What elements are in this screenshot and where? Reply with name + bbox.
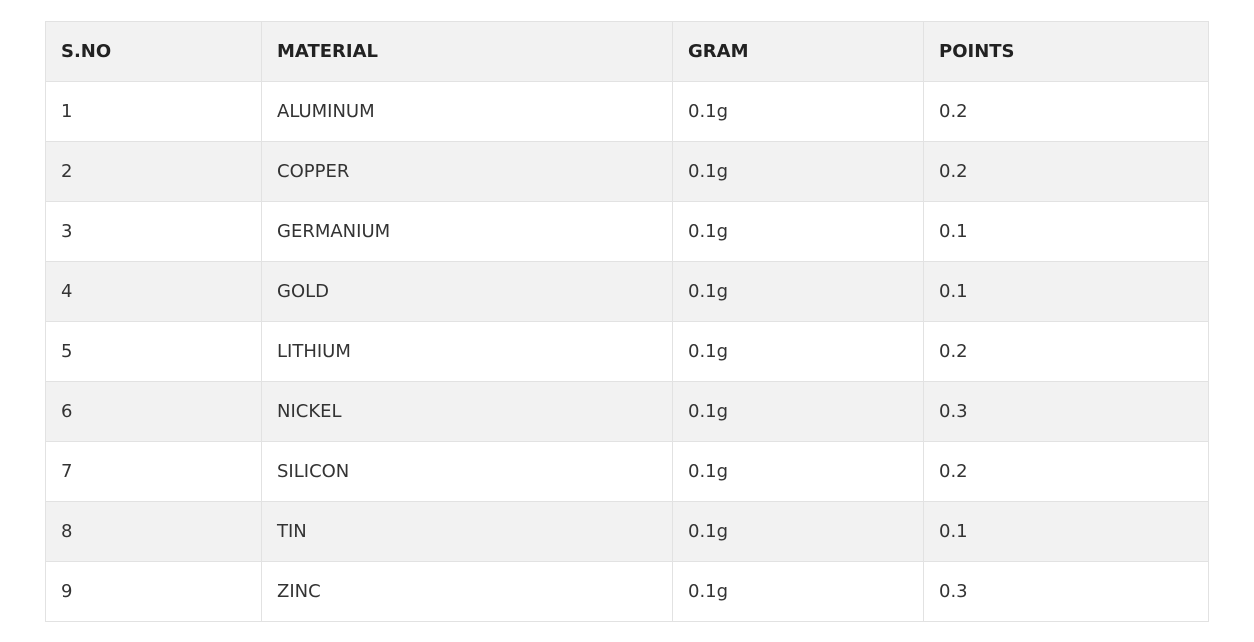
materials-table: S.NO MATERIAL GRAM POINTS 1 ALUMINUM 0.1…	[45, 21, 1209, 622]
cell-points: 0.2	[923, 321, 1209, 382]
cell-sno: 2	[45, 141, 262, 202]
cell-sno: 9	[45, 561, 262, 622]
cell-material: SILICON	[261, 441, 673, 502]
header-points: POINTS	[923, 21, 1209, 82]
cell-gram: 0.1g	[672, 441, 924, 502]
cell-sno: 3	[45, 201, 262, 262]
cell-gram: 0.1g	[672, 201, 924, 262]
cell-gram: 0.1g	[672, 141, 924, 202]
cell-gram: 0.1g	[672, 561, 924, 622]
cell-sno: 1	[45, 81, 262, 142]
cell-points: 0.1	[923, 261, 1209, 322]
table-row: 9 ZINC 0.1g 0.3	[45, 561, 1209, 622]
cell-material: GERMANIUM	[261, 201, 673, 262]
cell-points: 0.2	[923, 81, 1209, 142]
cell-gram: 0.1g	[672, 261, 924, 322]
table-row: 6 NICKEL 0.1g 0.3	[45, 381, 1209, 442]
cell-points: 0.3	[923, 381, 1209, 442]
cell-gram: 0.1g	[672, 501, 924, 562]
table-row: 8 TIN 0.1g 0.1	[45, 501, 1209, 562]
cell-sno: 5	[45, 321, 262, 382]
materials-table-container: S.NO MATERIAL GRAM POINTS 1 ALUMINUM 0.1…	[45, 21, 1209, 622]
cell-points: 0.2	[923, 141, 1209, 202]
cell-points: 0.3	[923, 561, 1209, 622]
header-material: MATERIAL	[261, 21, 673, 82]
cell-material: LITHIUM	[261, 321, 673, 382]
cell-gram: 0.1g	[672, 321, 924, 382]
cell-points: 0.1	[923, 501, 1209, 562]
table-header: S.NO MATERIAL GRAM POINTS	[45, 21, 1209, 82]
table-row: 3 GERMANIUM 0.1g 0.1	[45, 201, 1209, 262]
cell-material: ALUMINUM	[261, 81, 673, 142]
cell-sno: 4	[45, 261, 262, 322]
cell-gram: 0.1g	[672, 81, 924, 142]
cell-sno: 7	[45, 441, 262, 502]
header-sno: S.NO	[45, 21, 262, 82]
header-gram: GRAM	[672, 21, 924, 82]
table-row: 5 LITHIUM 0.1g 0.2	[45, 321, 1209, 382]
cell-sno: 8	[45, 501, 262, 562]
table-row: 1 ALUMINUM 0.1g 0.2	[45, 81, 1209, 142]
cell-material: GOLD	[261, 261, 673, 322]
cell-material: COPPER	[261, 141, 673, 202]
cell-material: ZINC	[261, 561, 673, 622]
cell-gram: 0.1g	[672, 381, 924, 442]
table-body: 1 ALUMINUM 0.1g 0.2 2 COPPER 0.1g 0.2 3 …	[45, 81, 1209, 622]
cell-points: 0.2	[923, 441, 1209, 502]
cell-material: NICKEL	[261, 381, 673, 442]
table-row: 7 SILICON 0.1g 0.2	[45, 441, 1209, 502]
cell-points: 0.1	[923, 201, 1209, 262]
cell-sno: 6	[45, 381, 262, 442]
table-row: 4 GOLD 0.1g 0.1	[45, 261, 1209, 322]
header-row: S.NO MATERIAL GRAM POINTS	[45, 21, 1209, 82]
cell-material: TIN	[261, 501, 673, 562]
table-row: 2 COPPER 0.1g 0.2	[45, 141, 1209, 202]
